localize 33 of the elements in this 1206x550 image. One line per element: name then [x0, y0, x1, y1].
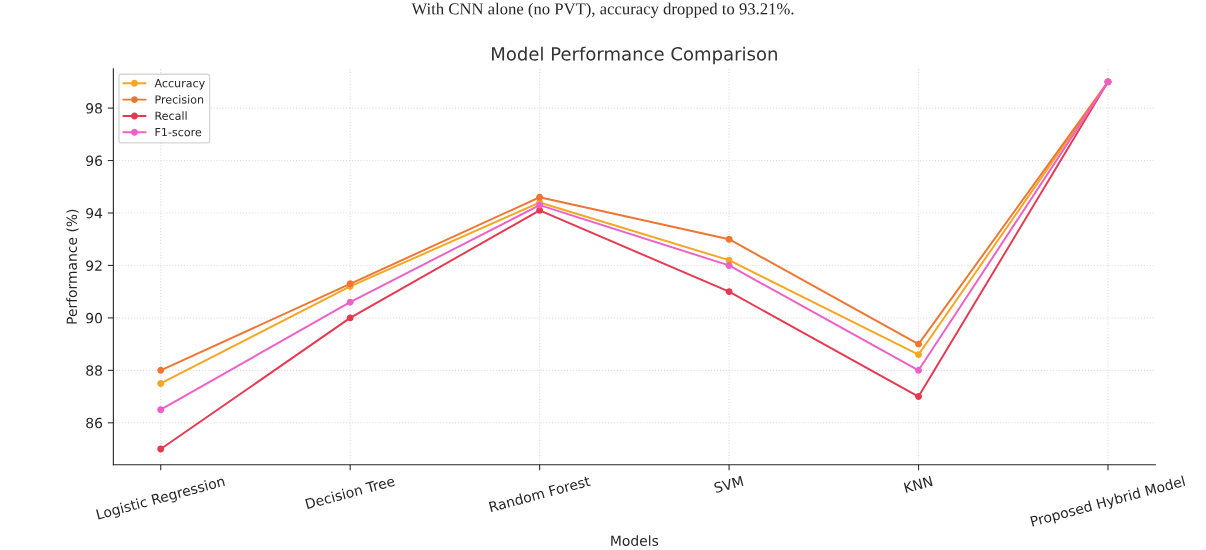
y-tick-label: 88: [86, 365, 102, 376]
point: [915, 340, 923, 348]
y-tick-label: 96: [86, 155, 103, 167]
x-tick-label: KNN: [903, 475, 933, 493]
y-tick-label: 94: [86, 207, 103, 219]
point: [536, 193, 544, 201]
y-axis-title: Performance (%): [66, 209, 79, 324]
point: [725, 261, 733, 269]
point: [157, 445, 165, 453]
point: [725, 235, 733, 243]
legend-label: Precision: [155, 95, 204, 104]
point: [346, 314, 354, 322]
point: [915, 393, 923, 401]
legend-label: F1-score: [155, 128, 202, 137]
x-axis-title: Models: [611, 535, 659, 546]
y-tick-label: 98: [86, 103, 102, 114]
point: [157, 366, 165, 374]
point: [157, 406, 165, 414]
point: [157, 379, 165, 387]
legend-label: Accuracy: [154, 79, 205, 90]
legend-label: Recall: [155, 111, 187, 120]
point: [346, 298, 354, 306]
point: [725, 288, 733, 296]
x-tick-label: SVM: [713, 475, 744, 494]
point: [915, 351, 923, 359]
x-tick-label: Random Forest: [488, 475, 591, 513]
y-tick-label: 92: [86, 260, 102, 271]
y-tick-label: 86: [86, 417, 103, 429]
point: [915, 366, 923, 374]
chart-title: Model Performance Comparison: [492, 46, 777, 65]
x-tick-label: Decision Tree: [305, 475, 396, 510]
y-tick-label: 90: [86, 312, 103, 324]
text: With CNN alone (no PVT), accuracy dropped to 93.21%.: [411, 2, 794, 18]
